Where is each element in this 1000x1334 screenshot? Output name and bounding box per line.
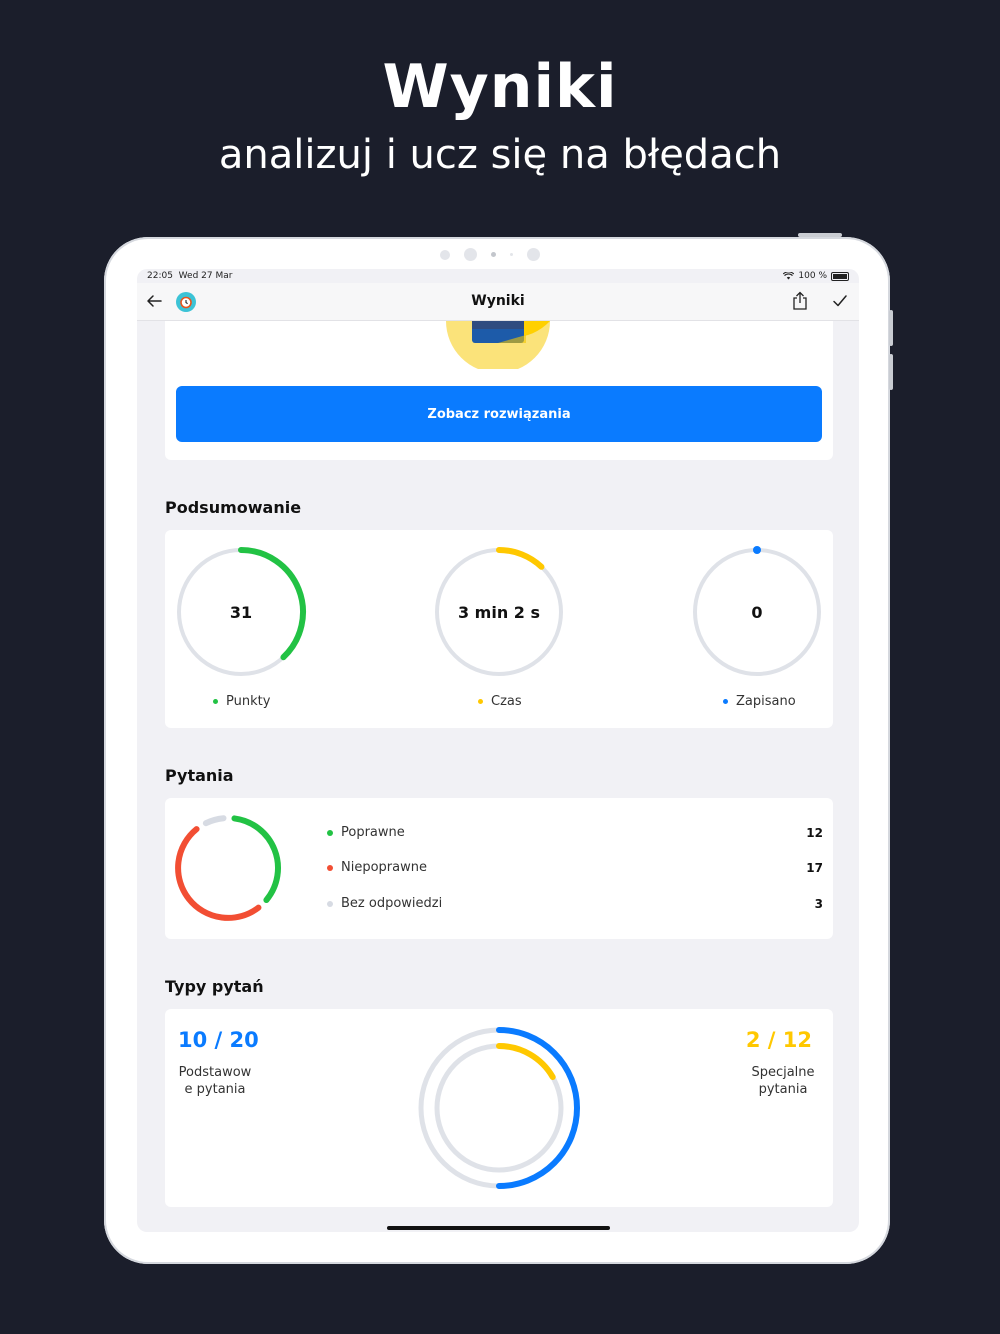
app-screen: 22:05 Wed 27 Mar 100 % Wyniki Zobacz roz… xyxy=(137,269,859,1232)
legend-unanswered: Bez odpowiedzi 3 xyxy=(327,896,823,911)
back-arrow-icon[interactable] xyxy=(145,292,163,310)
types-basic-progress xyxy=(496,1027,580,1189)
tablet-volume-down xyxy=(889,354,893,390)
result-illustration xyxy=(446,321,550,369)
summary-ring-progress xyxy=(496,547,545,570)
incorrect-count: 17 xyxy=(806,860,823,875)
types-special-progress xyxy=(496,1043,556,1081)
points-label: Punkty xyxy=(213,694,270,709)
home-indicator[interactable] xyxy=(387,1226,610,1230)
incorrect-dot xyxy=(327,864,333,871)
saved-value: 0 xyxy=(751,603,763,622)
types-card: 10 / 20 Podstawow e pytania 2 / 12 Specja… xyxy=(165,1009,833,1207)
points-value: 31 xyxy=(229,603,253,622)
wifi-icon xyxy=(783,272,795,280)
tablet-volume-up xyxy=(889,310,893,346)
questions-title: Pytania xyxy=(165,766,234,785)
legend-incorrect: Niepoprawne 17 xyxy=(327,860,823,875)
battery-percent: 100 % xyxy=(798,271,827,281)
status-bar: 22:05 Wed 27 Mar 100 % xyxy=(137,269,859,283)
special-label: Specjalne pytania xyxy=(751,1065,815,1097)
hero-title: Wyniki xyxy=(382,52,618,122)
tablet-top-button xyxy=(798,233,842,237)
summary-ring-progress xyxy=(238,547,306,661)
time-dot xyxy=(478,699,483,704)
basic-score: 10 / 20 xyxy=(178,1028,259,1052)
checkmark-icon[interactable] xyxy=(831,292,849,310)
types-title: Typy pytań xyxy=(165,977,264,996)
points-dot xyxy=(213,699,218,704)
camera-bar xyxy=(440,248,540,261)
saved-dot xyxy=(723,699,728,704)
questions-card: Poprawne 12 Niepoprawne 17 Bez odpowiedz… xyxy=(165,798,833,939)
questions-donut-segment xyxy=(175,826,262,921)
time-value: 3 min 2 s xyxy=(457,603,541,622)
summary-ring-marker xyxy=(753,546,761,554)
saved-label: Zapisano xyxy=(723,694,796,709)
alarm-clock-icon[interactable] xyxy=(176,292,196,312)
summary-title: Podsumowanie xyxy=(165,498,302,517)
hero-subtitle: analizuj i ucz się na błędach xyxy=(218,132,782,178)
special-score: 2 / 12 xyxy=(745,1028,812,1052)
summary-rings xyxy=(177,546,821,676)
correct-count: 12 xyxy=(806,825,823,840)
nav-title: Wyniki xyxy=(471,293,525,309)
legend-correct: Poprawne 12 xyxy=(327,825,823,840)
unanswered-dot xyxy=(327,900,333,907)
unanswered-count: 3 xyxy=(814,896,823,911)
questions-donut-segment xyxy=(231,815,281,904)
time-label: Czas xyxy=(478,694,522,709)
view-solutions-button[interactable]: Zobacz rozwiązania xyxy=(176,386,822,442)
questions-donut-segment xyxy=(202,815,227,827)
types-rings xyxy=(418,1027,580,1189)
correct-dot xyxy=(327,829,333,836)
share-icon[interactable] xyxy=(791,291,809,311)
battery-icon xyxy=(831,271,849,281)
basic-label: Podstawow e pytania xyxy=(178,1065,252,1097)
status-time: 22:05 Wed 27 Mar xyxy=(147,271,233,281)
nav-bar: Wyniki xyxy=(137,283,859,321)
questions-donut xyxy=(175,815,281,921)
summary-card: 31 3 min 2 s 0 Punkty Czas Zapisano xyxy=(165,530,833,728)
